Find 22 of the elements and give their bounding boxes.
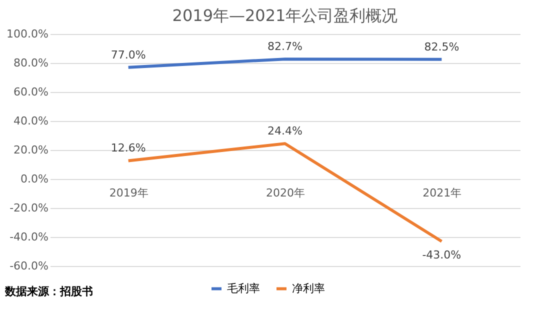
data-label: 82.7% [268,40,302,54]
legend-label: 净利率 [292,282,325,295]
legend-label: 毛利率 [227,282,260,295]
data-label: -43.0% [422,248,462,262]
y-tick-label: 20.0% [14,144,48,156]
y-tick-label: -60.0% [10,260,48,272]
y-tick-label: 0.0% [20,172,48,186]
x-tick-label: 2020年 [266,186,305,200]
y-tick-label: -40.0% [10,230,48,244]
y-tick-label: -20.0% [10,202,48,214]
x-tick-label: 2019年 [109,186,148,200]
y-tick-label: 40.0% [14,114,48,128]
y-tick-label: 100.0% [6,28,48,40]
x-tick-label: 2021年 [422,186,462,200]
data-label: 82.5% [424,40,460,54]
y-tick-label: 80.0% [14,56,48,70]
data-label: 77.0% [110,48,146,62]
data-label: 12.6% [110,142,146,155]
y-tick-label: 60.0% [14,86,48,98]
data-label: 24.4% [268,124,302,138]
source-note: 数据来源：招股书 [4,285,93,298]
chart-title: 2019年—2021年公司盈利概况 [172,6,398,25]
